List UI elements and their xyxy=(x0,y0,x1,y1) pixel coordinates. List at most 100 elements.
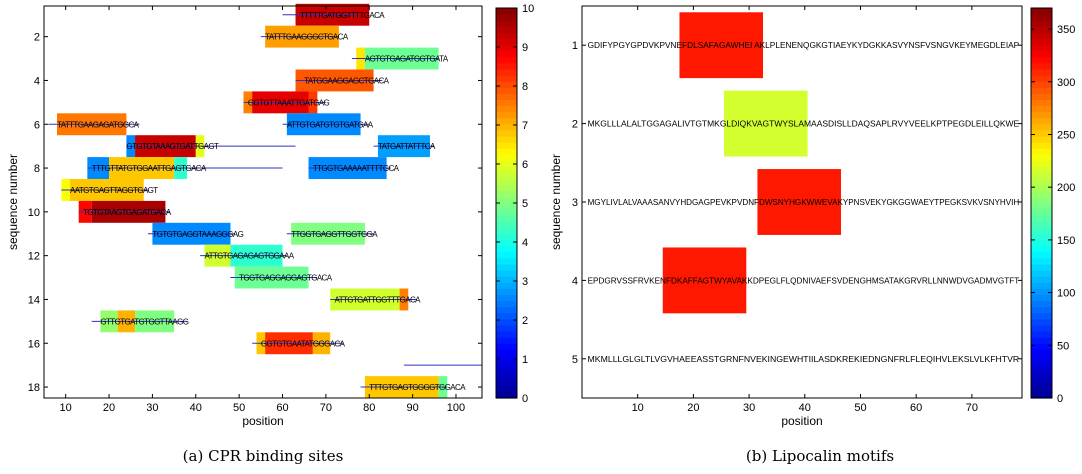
colorbar-segment xyxy=(496,26,517,33)
colorbar-tick-label: 8 xyxy=(522,81,528,93)
colorbar-tick-label: 1 xyxy=(522,354,528,366)
site-sequence-text: TTGGTGAGGTTGGTGGA xyxy=(291,230,378,239)
colorbar-segment xyxy=(496,306,517,314)
colorbar-segment xyxy=(1031,294,1052,302)
colorbar-segment xyxy=(1031,99,1052,107)
colorbar-segment xyxy=(1031,154,1052,161)
colorbar-segment xyxy=(496,148,517,155)
colorbar-tick-label: 3 xyxy=(522,276,528,288)
colorbar-segment xyxy=(1031,324,1052,332)
site-sequence-text: TATGGAAGGAGCTGACA xyxy=(304,76,389,85)
colorbar-segment xyxy=(496,160,517,168)
colorbar-segment xyxy=(1031,160,1052,168)
colorbar-segment xyxy=(496,294,517,302)
motif-block xyxy=(724,90,808,157)
colorbar-segment xyxy=(496,172,517,180)
colorbar-segment xyxy=(1031,330,1052,338)
colorbar-segment xyxy=(496,270,517,277)
colorbar-segment xyxy=(1031,75,1052,82)
x-tick-label: 30 xyxy=(743,402,755,414)
colorbar-tick-label: 250 xyxy=(1057,129,1075,141)
colorbar-segment xyxy=(496,215,517,222)
colorbar-segment xyxy=(496,129,517,137)
colorbar-segment xyxy=(1031,367,1052,375)
colorbar-segment xyxy=(496,349,517,356)
colorbar-tick-label: 7 xyxy=(522,120,528,132)
colorbar-segment xyxy=(1031,270,1052,277)
colorbar-segment xyxy=(1031,300,1052,308)
motif-block xyxy=(679,12,764,79)
colorbar-segment xyxy=(1031,379,1052,387)
colorbar-segment xyxy=(496,190,517,198)
colorbar-segment xyxy=(496,221,517,228)
colorbar-segment xyxy=(1031,215,1052,222)
site-sequence-text: TATGATTATTTCA xyxy=(378,142,436,151)
colorbar-segment xyxy=(496,312,517,320)
colorbar-segment xyxy=(496,87,517,94)
colorbar-segment xyxy=(496,330,517,338)
colorbar-segment xyxy=(496,263,517,271)
y-tick-label: 2 xyxy=(34,32,40,44)
colorbar-segment xyxy=(1031,257,1052,265)
colorbar-segment xyxy=(1031,142,1052,149)
colorbar-segment xyxy=(1031,263,1052,271)
x-tick-label: 30 xyxy=(146,402,158,414)
motif-block xyxy=(662,247,747,314)
colorbar-segment xyxy=(1031,105,1052,113)
colorbar-segment xyxy=(1031,221,1052,228)
colorbar-segment xyxy=(496,154,517,161)
colorbar-segment xyxy=(496,239,517,247)
site-sequence-text: ATTGTGATTGGTTTGACA xyxy=(335,295,422,304)
site-sequence-text: AGTGTGAGATGGTGATA xyxy=(365,55,449,64)
colorbar-segment xyxy=(496,44,517,52)
colorbar-tick-label: 10 xyxy=(522,3,534,15)
colorbar-segment xyxy=(1031,312,1052,320)
colorbar-segment xyxy=(496,32,517,40)
motif-block xyxy=(757,169,841,235)
colorbar-segment xyxy=(1031,239,1052,247)
colorbar-segment xyxy=(496,257,517,265)
colorbar-segment xyxy=(1031,233,1052,241)
y-tick-label: 4 xyxy=(34,75,40,87)
colorbar-segment xyxy=(496,135,517,143)
colorbar-segment xyxy=(496,367,517,375)
site-sequence-text: GTGTGTAAAGTGATTGAGT xyxy=(126,142,219,151)
colorbar-segment xyxy=(1031,117,1052,125)
colorbar-segment xyxy=(496,282,517,289)
colorbar-segment xyxy=(1031,190,1052,198)
colorbar-segment xyxy=(496,288,517,296)
colorbar-segment xyxy=(1031,276,1052,283)
colorbar-segment xyxy=(496,178,517,186)
colorbar-segment xyxy=(1031,62,1052,70)
colorbar-segment xyxy=(496,337,517,344)
colorbar-segment xyxy=(1031,203,1052,210)
colorbar-segment xyxy=(496,14,517,21)
y-tick-label: 16 xyxy=(28,338,40,350)
colorbar-segment xyxy=(1031,337,1052,344)
colorbar-segment xyxy=(1031,245,1052,253)
y-axis-label: sequence number xyxy=(6,154,20,250)
colorbar-segment xyxy=(496,385,517,393)
colorbar-segment xyxy=(1031,68,1052,76)
y-tick-label: 10 xyxy=(28,207,40,219)
site-sequence-text: TTTGTGAGTGGGGTGGACA xyxy=(369,383,466,392)
colorbar-segment xyxy=(1031,209,1052,216)
colorbar-segment xyxy=(496,251,517,259)
colorbar-segment xyxy=(496,209,517,216)
colorbar-tick-label: 6 xyxy=(522,159,528,171)
colorbar-segment xyxy=(1031,227,1052,235)
colorbar-segment xyxy=(1031,81,1052,88)
colorbar-segment xyxy=(496,203,517,210)
site-sequence-text: GGTGTTAAATTGATGAG xyxy=(248,98,330,107)
x-tick-label: 70 xyxy=(966,402,978,414)
y-tick-label: 8 xyxy=(34,163,40,175)
y-tick-label: 3 xyxy=(572,197,578,209)
colorbar-segment xyxy=(496,166,517,174)
colorbar-tick-label: 5 xyxy=(522,198,528,210)
colorbar-segment xyxy=(496,8,517,15)
colorbar-segment xyxy=(496,56,517,64)
site-sequence-text: ATTGTGATGTGTGATGAA xyxy=(287,120,374,129)
colorbar-segment xyxy=(496,276,517,283)
colorbar-segment xyxy=(1031,111,1052,119)
